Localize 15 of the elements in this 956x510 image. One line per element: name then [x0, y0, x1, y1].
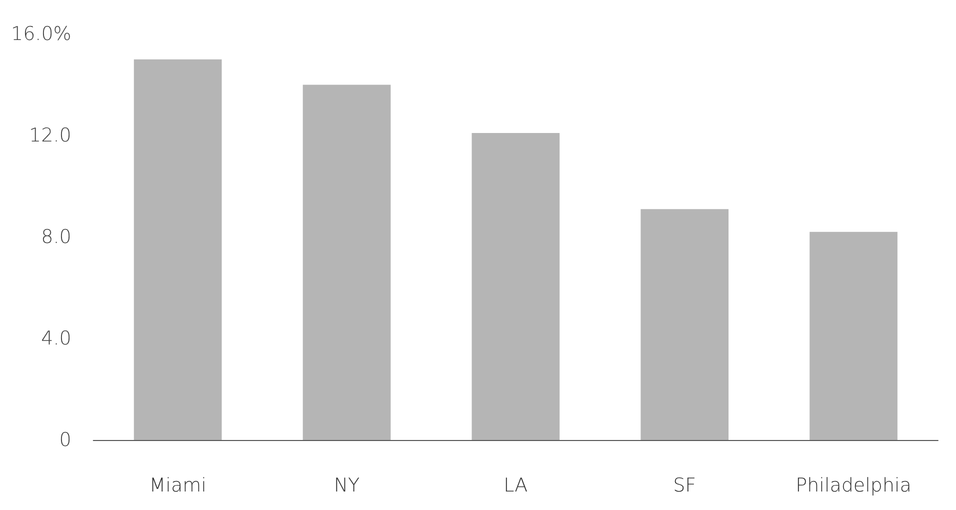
- bar: [302, 84, 391, 440]
- x-tick-label: Philadelphia: [796, 474, 912, 496]
- y-tick-label: 12.0: [29, 124, 72, 146]
- x-tick-label: NY: [334, 474, 360, 496]
- y-tick-label: 8.0: [41, 226, 72, 248]
- x-tick-label: Miami: [149, 474, 206, 496]
- bar: [134, 59, 222, 440]
- bar: [810, 232, 898, 440]
- y-tick-label: 0: [59, 429, 72, 451]
- x-tick-label: SF: [673, 474, 696, 496]
- y-tick-label: 4.0: [41, 328, 72, 350]
- bar: [640, 209, 729, 440]
- y-tick-label: 16.0%: [11, 23, 72, 45]
- x-tick-label: LA: [504, 474, 528, 496]
- bar: [472, 132, 560, 440]
